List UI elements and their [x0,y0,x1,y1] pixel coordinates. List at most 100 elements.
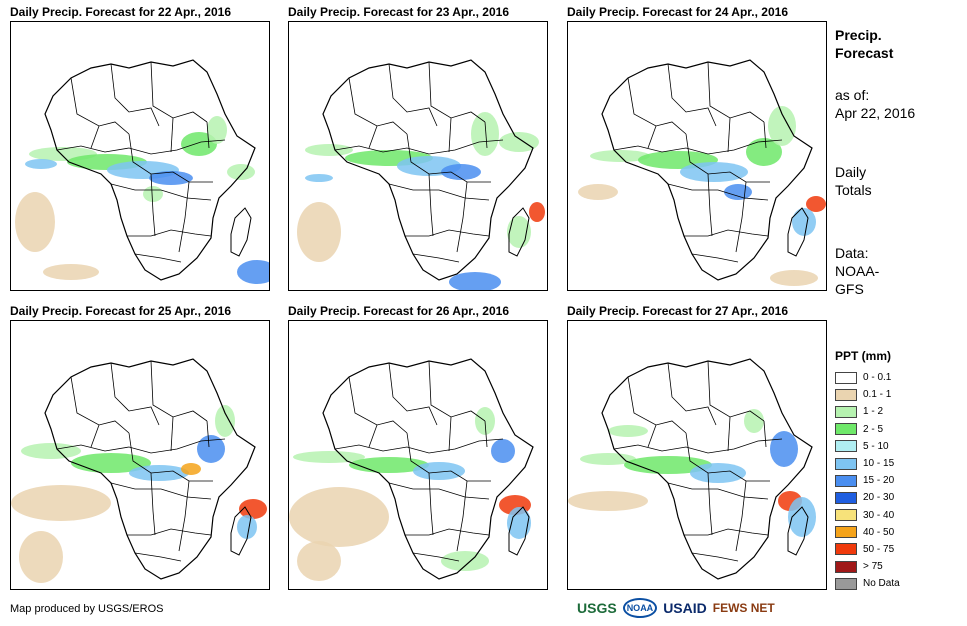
country-border [110,362,160,426]
totals-label: Daily Totals [835,163,872,199]
country-border [388,63,438,127]
legend-title: PPT (mm) [835,349,892,363]
country-border [170,416,174,452]
rain-area [580,453,636,465]
madagascar-outline [230,207,252,257]
country-border [134,253,182,263]
legend-swatch [835,388,857,401]
rain-area [293,451,365,463]
rain-area [129,465,189,481]
rain-area [690,463,746,483]
country-border [405,229,490,237]
legend-label: 15 - 20 [863,475,895,487]
country-border [684,528,769,536]
panel-title: Daily Precip. Forecast for 24 Apr., 2016 [567,5,788,19]
country-border [727,416,731,452]
panel-title: Daily Precip. Forecast for 25 Apr., 2016 [10,304,231,318]
legend-label: 30 - 40 [863,509,895,521]
precip-map [288,320,548,590]
rain-area [792,208,816,236]
rain-area [578,184,618,200]
country-border [484,121,488,149]
rain-area [43,264,99,280]
legend-label: 0 - 0.1 [863,372,892,384]
legend-label: 40 - 50 [863,526,895,538]
country-border [412,552,460,562]
legend-swatch [835,371,857,384]
coastline [44,358,256,580]
legend-label: 5 - 10 [863,440,889,452]
rain-area [19,531,63,583]
country-border [647,125,657,149]
legend-row: 2 - 5 [835,421,900,438]
rain-area [806,196,826,212]
country-border [90,424,100,448]
rain-area [181,463,201,475]
legend-row: 0.1 - 1 [835,386,900,403]
country-border [178,181,190,253]
country-border [127,229,212,237]
rain-area [746,138,782,166]
precip-map [10,21,270,291]
country-border [484,420,488,448]
map-panel-4: Daily Precip. Forecast for 25 Apr., 2016 [10,304,270,590]
coastline [44,59,256,281]
country-border [448,117,452,153]
country-border [206,420,210,448]
country-border [667,63,717,127]
country-border [368,125,378,149]
rain-area [724,184,752,200]
country-border [110,183,212,201]
country-border [613,139,783,155]
legend-swatch [835,560,857,573]
country-border [56,438,226,454]
rain-area [413,462,465,480]
rain-area [237,515,257,539]
country-border [150,173,156,237]
panel-title: Daily Precip. Forecast for 26 Apr., 2016 [288,304,509,318]
legend-label: 50 - 75 [863,543,895,555]
country-border [334,438,504,454]
country-border [405,528,490,536]
map-panel-5: Daily Precip. Forecast for 26 Apr., 2016 [288,304,548,590]
rain-area [143,186,163,202]
country-border [128,432,213,482]
rain-area [305,174,333,182]
legend-swatch [835,543,857,556]
legend-swatch [835,405,857,418]
country-border [684,229,769,237]
rain-area [529,202,545,222]
rain-area [507,507,531,539]
map-panel-1: Daily Precip. Forecast for 22 Apr., 2016 [10,5,270,291]
country-border [150,472,156,536]
rain-area [471,112,499,156]
legend-row: 50 - 75 [835,541,900,558]
country-border [110,482,212,500]
data-source: Data: NOAA- GFS [835,244,879,298]
legend: PPT (mm) 0 - 0.1 0.1 - 1 1 - 2 2 - 5 5 - 10 1… [835,349,900,592]
credit-text: Map produced by USGS/EROS [10,603,164,615]
country-border [456,480,468,552]
legend-swatch [835,457,857,470]
panel-title: Daily Precip. Forecast for 22 Apr., 2016 [10,5,231,19]
coastline [322,59,534,281]
country-border [110,63,160,127]
country-border [170,117,174,153]
map-panel-6: Daily Precip. Forecast for 27 Apr., 2016 [567,304,827,590]
rain-area [15,192,55,252]
precip-map [288,21,548,291]
panel-title: Daily Precip. Forecast for 23 Apr., 2016 [288,5,509,19]
country-border [685,133,770,183]
country-border [56,139,226,155]
sidebar-heading: Precip. Forecast [835,26,893,62]
as-of-value: Apr 22, 2016 [835,105,916,121]
country-border [388,183,490,201]
rain-area [71,453,151,473]
country-border [412,253,460,263]
precip-map [567,320,827,590]
country-border [763,121,767,149]
usgs-logo: USGS [577,600,617,616]
precip-map [10,320,270,590]
rain-area [768,106,796,146]
rain-area [25,159,57,169]
